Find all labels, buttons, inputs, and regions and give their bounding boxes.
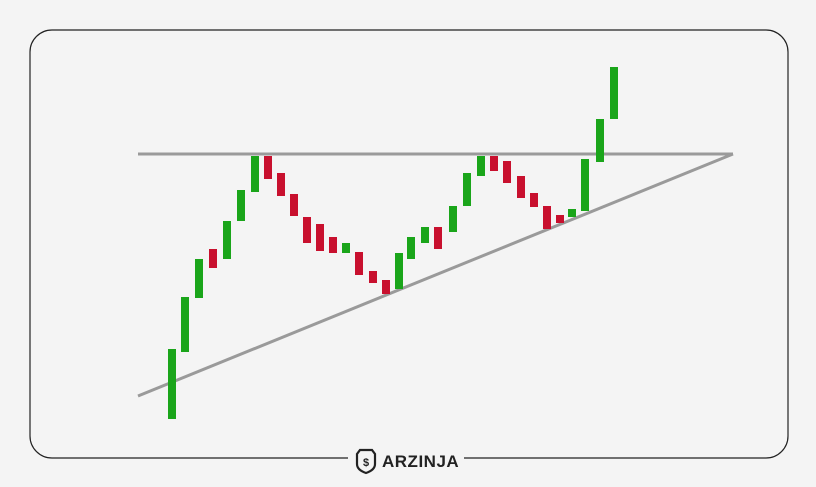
candle — [556, 215, 564, 223]
candle — [329, 237, 337, 253]
candle — [407, 237, 415, 259]
candle — [181, 297, 189, 352]
support-line — [137, 152, 734, 398]
trend-lines — [137, 152, 734, 398]
logo-icon — [355, 448, 377, 475]
logo: $ ARZINJA — [348, 444, 464, 475]
candle — [610, 67, 618, 119]
candle — [290, 194, 298, 216]
candle — [503, 161, 511, 183]
candle — [449, 206, 457, 232]
candle — [303, 217, 311, 243]
candle — [195, 259, 203, 298]
candle — [237, 190, 245, 221]
candle — [355, 252, 363, 275]
candle — [223, 221, 231, 259]
candle — [395, 253, 403, 289]
candle — [342, 243, 350, 253]
candle — [382, 280, 390, 294]
candle — [596, 119, 604, 162]
candle — [463, 173, 471, 206]
candle — [264, 156, 272, 179]
candle — [434, 227, 442, 249]
logo-text: ARZINJA — [382, 452, 459, 471]
candles — [168, 67, 618, 419]
candle — [530, 193, 538, 207]
candle — [168, 349, 176, 419]
candle — [568, 209, 576, 217]
candle — [517, 176, 525, 198]
candle — [209, 249, 217, 268]
candle — [490, 156, 498, 171]
candle — [581, 159, 589, 211]
candle — [421, 227, 429, 243]
candle — [477, 156, 485, 176]
candle — [277, 173, 285, 196]
candle — [369, 271, 377, 283]
candle — [316, 224, 324, 251]
candle — [251, 156, 259, 192]
logo-icon-glyph: $ — [363, 457, 369, 469]
candle — [543, 206, 551, 229]
